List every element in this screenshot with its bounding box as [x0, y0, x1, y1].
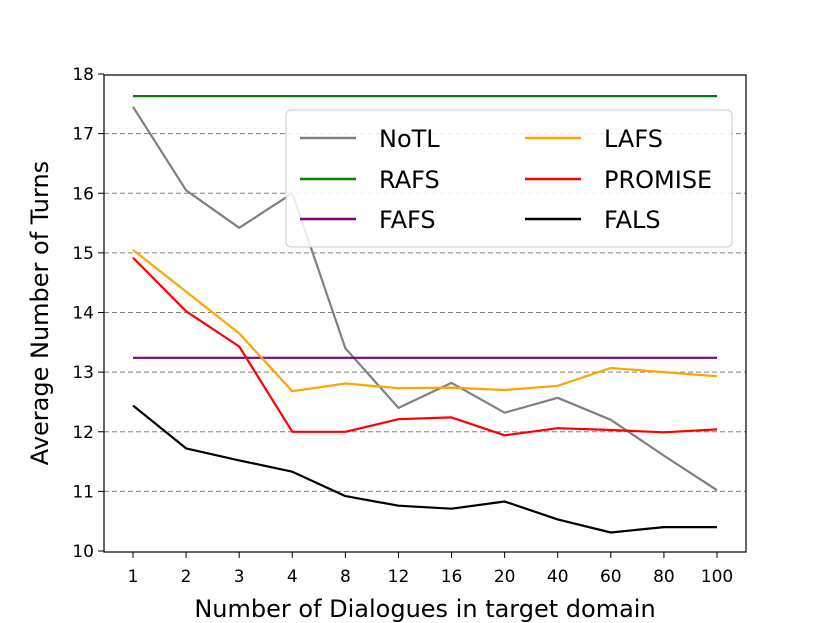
y-tick-label: 18: [72, 65, 94, 85]
y-tick-label: 12: [72, 423, 94, 443]
x-tick-label: 60: [600, 567, 622, 587]
y-axis-label: Average Number of Turns: [26, 161, 54, 465]
series-line-fals: [132, 404, 717, 534]
legend: NoTL RAFS FAFS LAFS PROMISE FALS: [285, 109, 733, 248]
y-tick-label: 17: [72, 125, 94, 145]
x-tick-label: 16: [441, 567, 463, 587]
series-line-lafs: [132, 249, 718, 393]
legend-label-promise: PROMISE: [604, 166, 712, 194]
legend-label-fafs: FAFS: [379, 206, 436, 234]
plot-frame: [103, 74, 747, 553]
x-axis-label: Number of Dialogues in target domain: [194, 595, 655, 623]
y-tick-label: 16: [72, 184, 94, 204]
series-line-promise: [132, 256, 718, 437]
legend-label-notl: NoTL: [379, 125, 440, 153]
x-tick-label: 40: [547, 567, 569, 587]
x-tick-label: 12: [388, 567, 410, 587]
y-tick-label: 10: [72, 542, 94, 562]
series-line-notl: [132, 106, 718, 492]
x-tick-label: 100: [701, 567, 733, 587]
legend-box: [285, 109, 733, 248]
y-tick-label: 15: [72, 244, 94, 264]
x-tick-label: 2: [181, 567, 192, 587]
y-tick-label: 14: [72, 304, 94, 324]
x-tick-label: 1: [128, 567, 139, 587]
y-tick-label: 13: [72, 363, 94, 383]
x-tick-label: 80: [653, 567, 675, 587]
series-lines: [132, 94, 718, 534]
legend-label-lafs: LAFS: [604, 125, 663, 153]
legend-label-fals: FALS: [604, 206, 661, 234]
legend-label-rafs: RAFS: [379, 166, 440, 194]
y-tick-label: 11: [72, 482, 94, 502]
x-tick-label: 3: [234, 567, 245, 587]
x-tick-label: 8: [340, 567, 351, 587]
x-tick-label: 20: [494, 567, 516, 587]
x-tick-label: 4: [287, 567, 298, 587]
